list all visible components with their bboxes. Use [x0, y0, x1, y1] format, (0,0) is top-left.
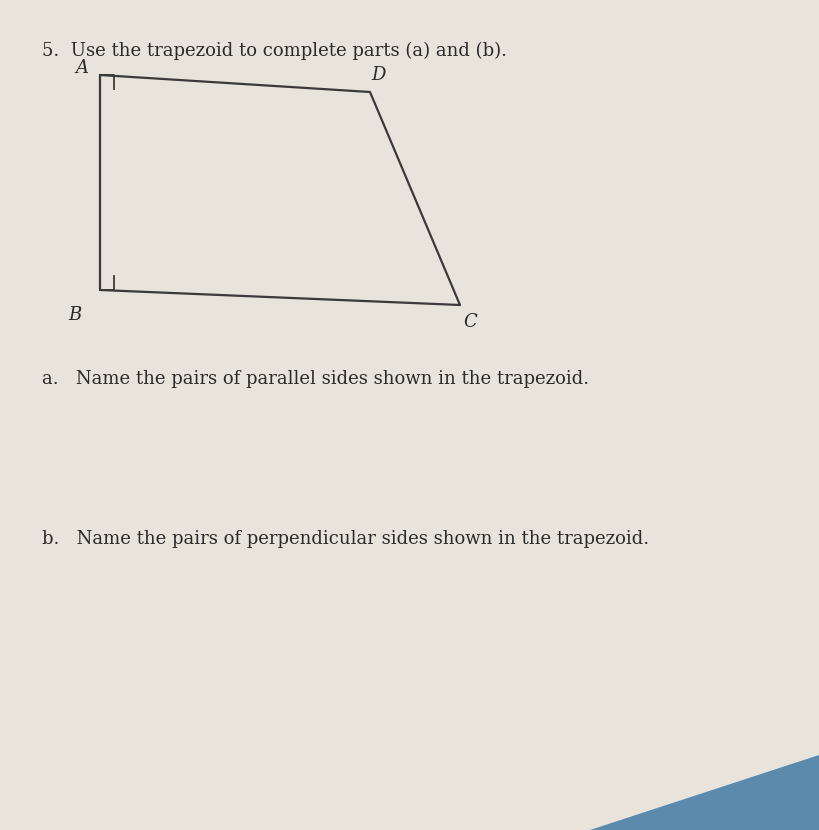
Polygon shape	[590, 755, 819, 830]
Text: a.   Name the pairs of parallel sides shown in the trapezoid.: a. Name the pairs of parallel sides show…	[42, 370, 589, 388]
Text: b.   Name the pairs of perpendicular sides shown in the trapezoid.: b. Name the pairs of perpendicular sides…	[42, 530, 649, 548]
Text: D: D	[371, 66, 385, 84]
Text: C: C	[463, 313, 477, 331]
Text: B: B	[68, 306, 82, 324]
Text: A: A	[75, 59, 88, 77]
Text: 5.  Use the trapezoid to complete parts (a) and (b).: 5. Use the trapezoid to complete parts (…	[42, 42, 507, 61]
